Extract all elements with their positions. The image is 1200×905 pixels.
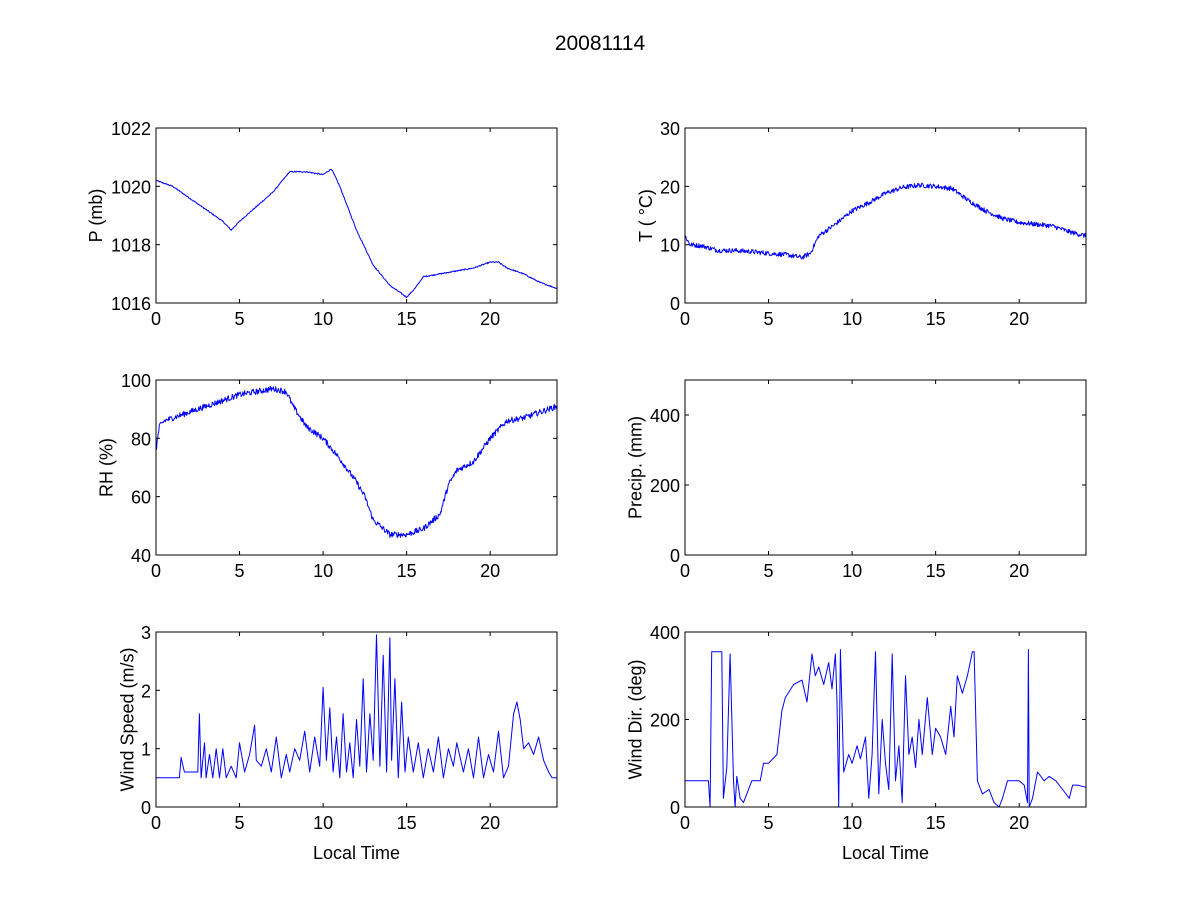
x-tick-label: 15 (926, 309, 946, 329)
x-tick-label: 10 (842, 309, 862, 329)
x-tick-label: 10 (842, 561, 862, 581)
axes-box (684, 631, 1087, 808)
y-tick-label: 1016 (111, 294, 151, 314)
y-tick-label: 2 (141, 681, 151, 701)
x-tick-label: 15 (397, 309, 417, 329)
x-tick-label: 10 (313, 561, 333, 581)
y-tick-label: 40 (131, 546, 151, 566)
subplot-1: 0 5 10 15 20 1016 1018 1020 1022 P (mb) (86, 119, 558, 329)
y-tick-label: 200 (650, 476, 680, 496)
y-axis-label: Wind Speed (m/s) (118, 647, 138, 791)
axes-box (155, 379, 558, 556)
axes-box (684, 127, 1087, 304)
y-tick-label: 1022 (111, 119, 151, 139)
y-tick-label: 1018 (111, 236, 151, 256)
y-axis-label: Precip. (mm) (626, 416, 646, 519)
y-tick-label: 200 (650, 711, 680, 731)
axes-box (684, 379, 1087, 556)
y-tick-label: 80 (131, 429, 151, 449)
x-tick-label: 5 (764, 561, 774, 581)
x-tick-label: 20 (1009, 561, 1029, 581)
x-tick-label: 20 (480, 813, 500, 833)
y-tick-label: 0 (141, 798, 151, 818)
y-tick-label: 0 (670, 294, 680, 314)
axes-box (155, 631, 558, 808)
x-tick-label: 10 (313, 813, 333, 833)
y-tick-label: 30 (660, 119, 680, 139)
x-tick-label: 15 (397, 561, 417, 581)
x-tick-label: 0 (151, 561, 161, 581)
figure-title: 20081114 (554, 32, 646, 55)
x-tick-label: 20 (480, 561, 500, 581)
x-tick-label: 5 (235, 309, 245, 329)
x-tick-label: 15 (397, 813, 417, 833)
x-tick-label: 5 (764, 309, 774, 329)
y-tick-label: 60 (131, 488, 151, 508)
y-axis-label: RH (%) (97, 438, 117, 497)
x-tick-label: 15 (926, 561, 946, 581)
y-tick-label: 1 (141, 740, 151, 760)
y-tick-label: 10 (660, 236, 680, 256)
x-tick-label: 0 (680, 813, 690, 833)
x-tick-label: 5 (235, 813, 245, 833)
y-axis-label: Wind Dir. (deg) (626, 659, 646, 779)
series-line-3-1 (155, 386, 558, 538)
x-tick-label: 20 (480, 309, 500, 329)
x-tick-label: 20 (1009, 309, 1029, 329)
x-axis-label: Local Time (842, 843, 929, 863)
x-tick-label: 0 (151, 813, 161, 833)
series-line-1-1 (155, 168, 558, 299)
series-line-2-1 (684, 182, 1087, 260)
x-tick-label: 0 (680, 309, 690, 329)
x-axis-label: Local Time (313, 843, 400, 863)
subplot-2: 0 5 10 15 20 0 10 20 30 T ( °C) (636, 119, 1087, 329)
y-tick-label: 1020 (111, 177, 151, 197)
x-tick-label: 5 (764, 813, 774, 833)
y-tick-label: 100 (121, 371, 151, 391)
series-line-6-1 (685, 649, 1087, 808)
x-tick-label: 10 (313, 309, 333, 329)
x-tick-label: 0 (680, 561, 690, 581)
x-tick-label: 5 (235, 561, 245, 581)
y-tick-label: 20 (660, 177, 680, 197)
y-tick-label: 400 (650, 623, 680, 643)
y-axis-label: T ( °C) (636, 189, 656, 242)
y-tick-label: 400 (650, 406, 680, 426)
series-line-5-1 (156, 634, 557, 779)
y-tick-label: 0 (670, 546, 680, 566)
subplot-3: 0 5 10 15 20 40 60 80 100 RH (%) (97, 371, 558, 581)
axes-box (155, 127, 558, 304)
x-tick-label: 20 (1009, 813, 1029, 833)
x-tick-label: 15 (926, 813, 946, 833)
y-axis-label: P (mb) (86, 189, 106, 243)
x-tick-label: 0 (151, 309, 161, 329)
y-tick-label: 0 (670, 798, 680, 818)
x-tick-label: 10 (842, 813, 862, 833)
y-tick-label: 3 (141, 623, 151, 643)
